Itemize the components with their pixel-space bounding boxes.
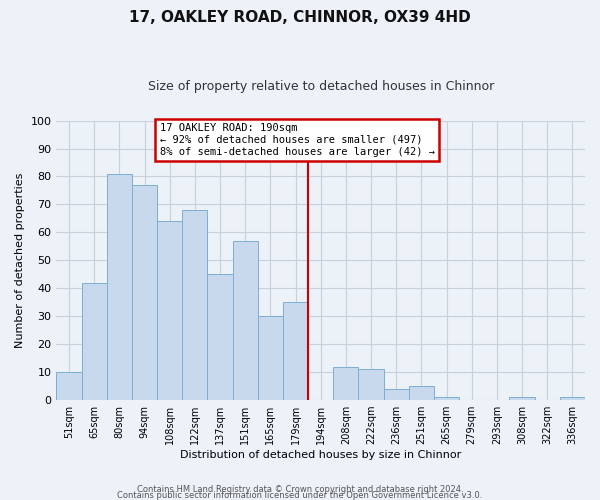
Bar bbox=[434, 398, 459, 400]
Text: 17 OAKLEY ROAD: 190sqm
← 92% of detached houses are smaller (497)
8% of semi-det: 17 OAKLEY ROAD: 190sqm ← 92% of detached… bbox=[160, 124, 434, 156]
Title: Size of property relative to detached houses in Chinnor: Size of property relative to detached ho… bbox=[148, 80, 494, 93]
Bar bbox=[107, 174, 132, 400]
Bar bbox=[333, 366, 358, 400]
Bar bbox=[82, 282, 107, 400]
Text: 17, OAKLEY ROAD, CHINNOR, OX39 4HD: 17, OAKLEY ROAD, CHINNOR, OX39 4HD bbox=[129, 10, 471, 25]
X-axis label: Distribution of detached houses by size in Chinnor: Distribution of detached houses by size … bbox=[180, 450, 461, 460]
Bar bbox=[157, 221, 182, 400]
Bar bbox=[383, 389, 409, 400]
Bar bbox=[132, 185, 157, 400]
Bar bbox=[182, 210, 208, 400]
Bar bbox=[409, 386, 434, 400]
Bar bbox=[560, 398, 585, 400]
Bar bbox=[56, 372, 82, 400]
Bar bbox=[358, 370, 383, 400]
Bar bbox=[509, 398, 535, 400]
Bar bbox=[233, 241, 258, 400]
Bar bbox=[258, 316, 283, 400]
Bar bbox=[283, 302, 308, 400]
Bar bbox=[208, 274, 233, 400]
Y-axis label: Number of detached properties: Number of detached properties bbox=[15, 172, 25, 348]
Text: Contains public sector information licensed under the Open Government Licence v3: Contains public sector information licen… bbox=[118, 490, 482, 500]
Text: Contains HM Land Registry data © Crown copyright and database right 2024.: Contains HM Land Registry data © Crown c… bbox=[137, 484, 463, 494]
